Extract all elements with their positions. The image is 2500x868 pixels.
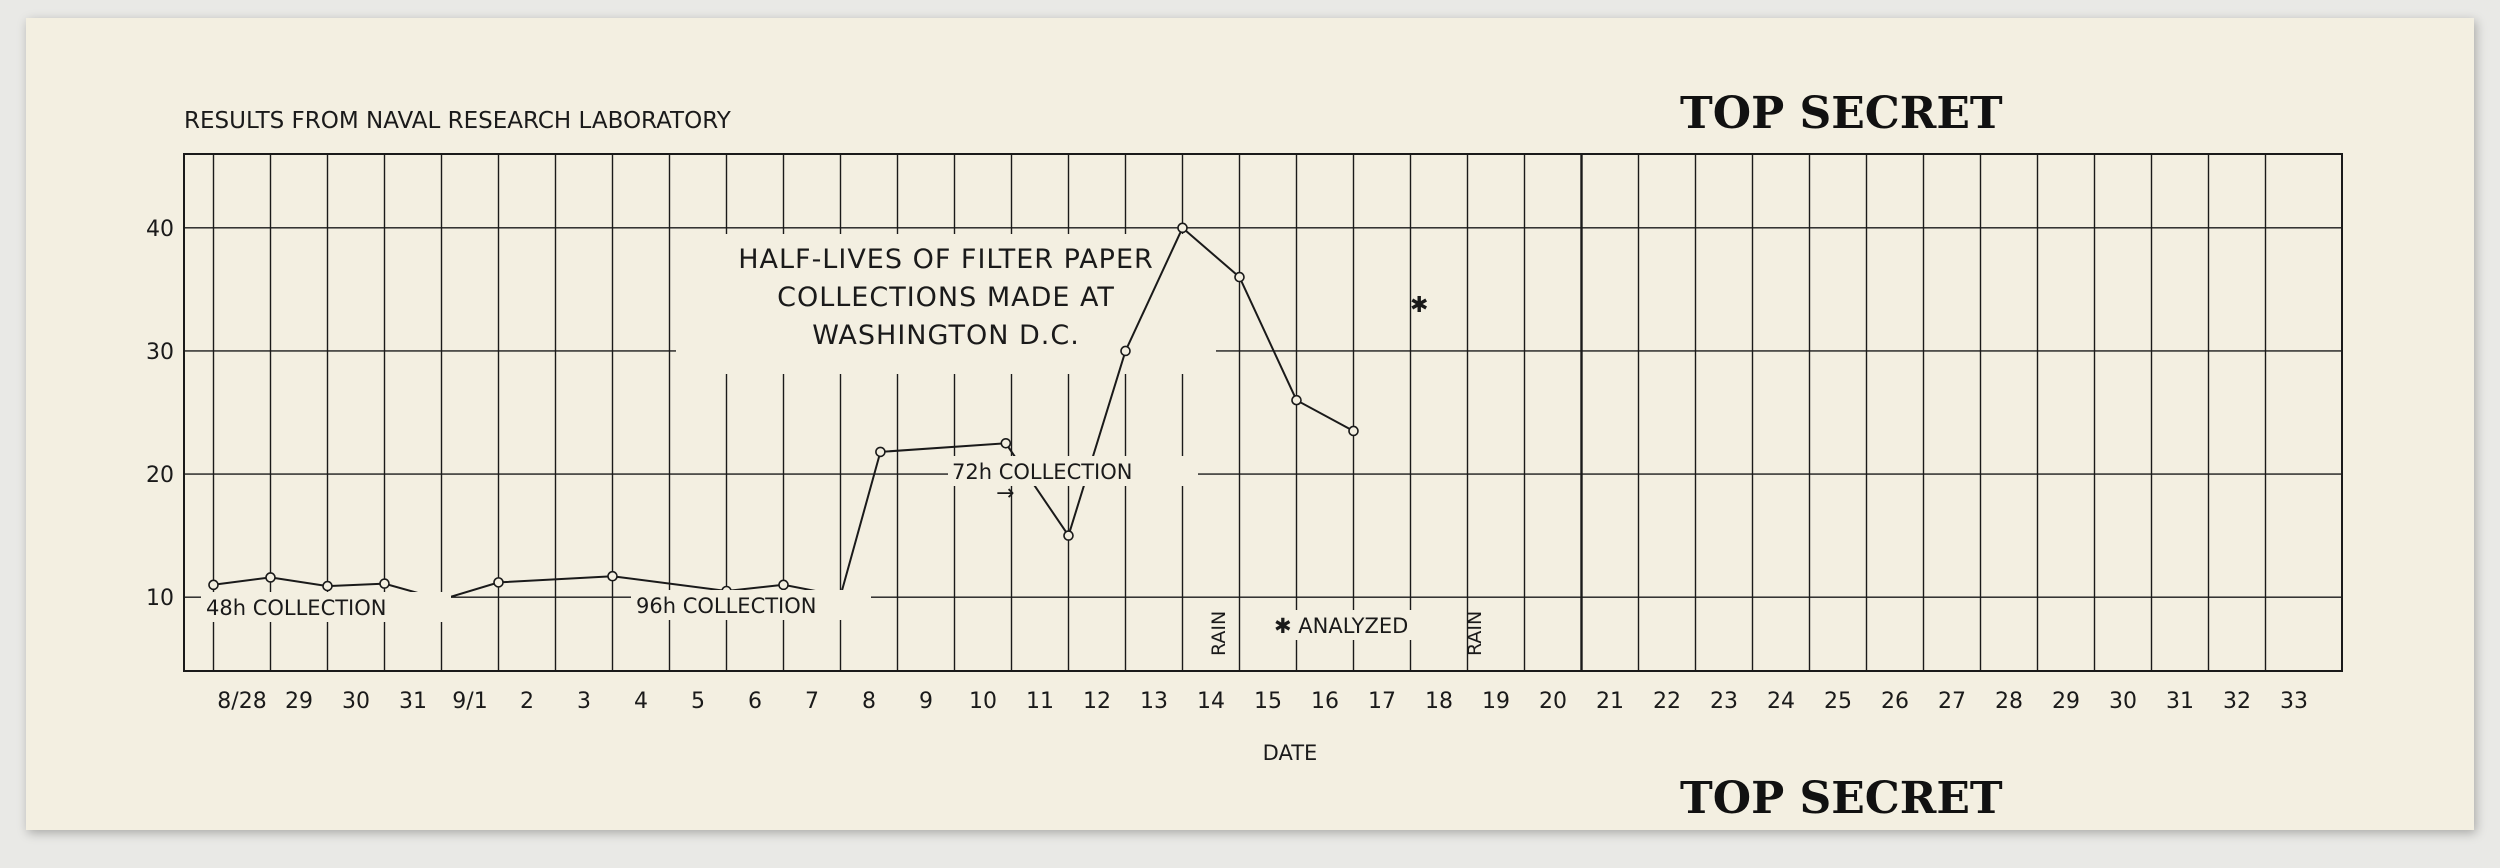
x-tick-label: 20 [1539,689,1567,714]
data-point [778,579,789,591]
data-point [208,579,219,591]
x-tick-label: 17 [1368,689,1396,714]
x-tick-label: 31 [2166,689,2194,714]
x-tick-label: 33 [2280,689,2308,714]
x-tick-label: 11 [1026,689,1054,714]
data-point [1291,394,1302,406]
x-tick-label: 27 [1938,689,1966,714]
x-tick-label: 21 [1596,689,1624,714]
y-tick-label: 30 [146,340,174,365]
label-backdrop-72h [948,456,1198,486]
source-label: RESULTS FROM NAVAL RESEARCH LABORATORY [184,108,732,134]
x-tick-label: 2 [520,689,534,714]
x-tick-label: 30 [342,689,370,714]
x-tick-label: 30 [2109,689,2137,714]
data-point [493,577,504,588]
data-point [379,578,390,589]
annotation-72h-collection: 72h COLLECTION [952,460,1133,484]
x-tick-label: 8/28 [217,689,266,714]
data-point [1120,345,1131,357]
y-tick-label: 10 [146,586,174,611]
data-point [265,572,276,583]
half-life-chart: RESULTS FROM NAVAL RESEARCH LABORATORY T… [146,88,2343,824]
data-point [1063,530,1074,541]
annotation-96h-collection: 96h COLLECTION [636,594,817,618]
label-backdrop-48h [201,592,451,622]
y-tick-labels: 10 20 30 40 [146,217,174,611]
annotation-48h-collection: 48h COLLECTION [206,596,387,620]
chart-title-line-3: WASHINGTON D.C. [812,320,1080,351]
x-tick-label: 9/1 [452,689,487,714]
x-tick-label: 29 [2052,689,2080,714]
chart-title-line-1: HALF-LIVES OF FILTER PAPER [738,244,1154,275]
data-point [607,570,618,582]
x-tick-label: 8 [862,689,876,714]
plot-frame [183,153,2343,672]
x-tick-label: 28 [1995,689,2023,714]
x-tick-label: 5 [691,689,705,714]
x-tick-labels: 8/28 29 30 31 9/1 2 3 4 5 6 7 8 9 10 11 12 13 14 15 16 17 18 1… [217,689,2308,714]
data-point [1177,222,1188,234]
x-tick-label: 13 [1140,689,1168,714]
x-tick-label: 6 [748,689,762,714]
x-tick-label: 32 [2223,689,2251,714]
top-secret-footer: TOP SECRET [1680,773,2003,824]
x-tick-label: 9 [919,689,933,714]
data-point [1000,437,1012,449]
label-backdrop-analyzed [1270,610,1450,640]
annotation-rain-14: RAIN [1208,611,1230,656]
x-axis-label: DATE [1263,741,1318,765]
annotation-star-marker: ✱ [1410,293,1428,318]
x-tick-label: 10 [969,689,997,714]
x-tick-label: 7 [805,689,819,714]
x-tick-label: 24 [1767,689,1795,714]
chart-grid [183,153,2343,672]
data-point [1348,425,1359,437]
x-tick-label: 19 [1482,689,1510,714]
top-secret-header: TOP SECRET [1680,88,2003,139]
chart-title-line-2: COLLECTIONS MADE AT [777,282,1115,313]
x-tick-label: 14 [1197,689,1225,714]
x-tick-label: 31 [399,689,427,714]
label-backdrop-96h [631,590,871,620]
document-sheet: RESULTS FROM NAVAL RESEARCH LABORATORY T… [26,18,2474,830]
y-tick-label: 20 [146,463,174,488]
annotation-analyzed: ✱ ANALYZED [1274,614,1408,638]
annotation-rain-18: RAIN [1464,611,1486,656]
data-point [1234,271,1245,283]
x-tick-label: 23 [1710,689,1738,714]
x-tick-label: 12 [1083,689,1111,714]
x-tick-label: 18 [1425,689,1453,714]
x-tick-label: 16 [1311,689,1339,714]
x-tick-label: 3 [577,689,591,714]
x-tick-label: 29 [285,689,313,714]
x-tick-label: 4 [634,689,648,714]
y-tick-label: 40 [146,217,174,242]
x-tick-label: 26 [1881,689,1909,714]
x-tick-label: 25 [1824,689,1852,714]
data-point [875,446,886,458]
data-point [322,580,333,592]
x-tick-label: 22 [1653,689,1681,714]
annotation-72h-arrow: → [996,481,1014,506]
x-tick-label: 15 [1254,689,1282,714]
